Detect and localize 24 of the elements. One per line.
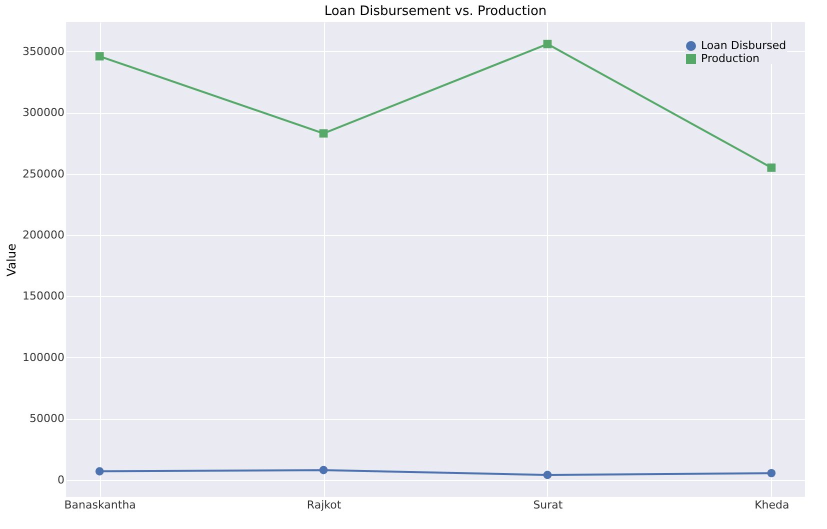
y-tick-label: 300000 xyxy=(22,106,64,120)
point xyxy=(543,470,552,480)
y-axis-title: Value xyxy=(4,244,19,276)
point xyxy=(767,468,776,478)
legend-label: Loan Disbursed xyxy=(701,39,786,52)
point xyxy=(95,52,104,60)
point xyxy=(319,466,328,474)
y-tick-label: 0 xyxy=(58,473,64,486)
y-tick-label: 100000 xyxy=(22,350,64,364)
y-tick-label: 200000 xyxy=(22,228,64,242)
y-tick-label: 50000 xyxy=(30,412,64,426)
y-tick-label: 150000 xyxy=(22,290,64,303)
chart-title: Loan Disbursement vs. Production xyxy=(324,4,547,19)
point xyxy=(319,129,328,138)
y-tick-label: 250000 xyxy=(22,167,64,180)
x-tick-label: Rajkot xyxy=(306,498,342,512)
y-tick-label: 350000 xyxy=(22,44,64,58)
point xyxy=(95,467,104,476)
legend-label: Production xyxy=(701,52,760,65)
x-tick-label: Banaskantha xyxy=(64,498,136,512)
point xyxy=(543,40,552,48)
x-tick-label: Surat xyxy=(533,498,564,512)
point xyxy=(767,164,776,172)
x-tick-label: Kheda xyxy=(754,498,790,512)
